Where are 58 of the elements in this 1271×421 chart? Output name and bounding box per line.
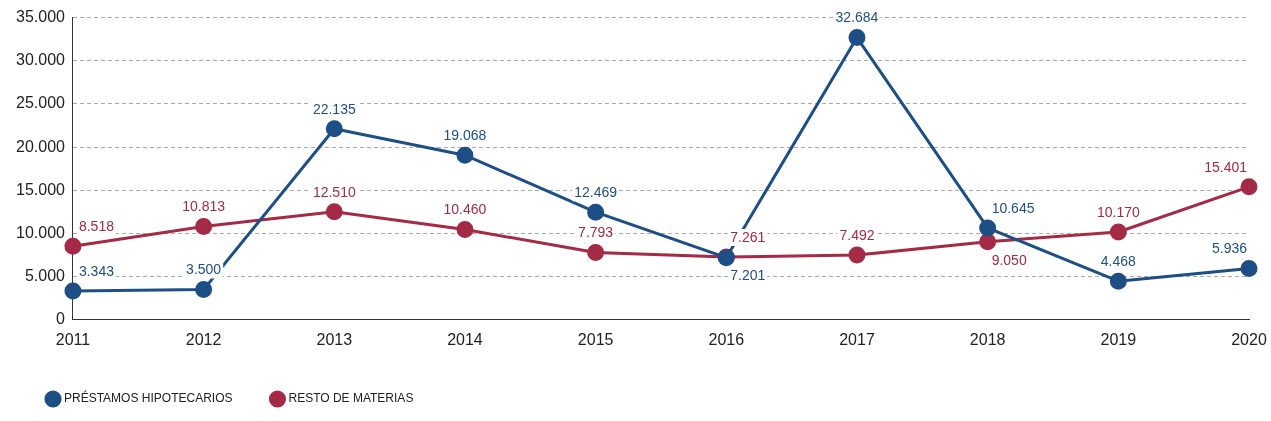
data-label: 3.500 — [186, 261, 222, 278]
data-label: 10.813 — [182, 198, 226, 215]
data-label: 32.684 — [835, 9, 879, 26]
y-tick-label: 15.000 — [16, 180, 66, 198]
data-label: 4.468 — [1100, 253, 1137, 270]
x-tick-label: 2015 — [577, 330, 614, 348]
x-tick-label: 2019 — [1100, 330, 1137, 348]
point — [848, 29, 866, 47]
data-label: 8.518 — [78, 218, 115, 235]
x-tick-label: 2020 — [1231, 330, 1267, 348]
point — [1240, 178, 1258, 196]
data-label: 7.261 — [730, 228, 766, 245]
point — [587, 244, 605, 262]
x-tick-label: 2012 — [185, 330, 222, 348]
y-tick-label: 10.000 — [16, 223, 66, 241]
data-label: 22.135 — [312, 100, 356, 117]
point — [979, 219, 997, 237]
point — [979, 233, 997, 251]
x-tick-label: 2018 — [969, 330, 1006, 348]
data-label: 10.170 — [1096, 203, 1140, 220]
y-tick-label: 0 — [56, 310, 66, 328]
data-label: 10.645 — [991, 199, 1035, 216]
y-tick-label: 25.000 — [16, 94, 66, 112]
point — [195, 217, 213, 235]
legend-label: PRÉSTAMOS HIPOTECARIOS — [64, 390, 233, 406]
point — [456, 146, 474, 164]
data-label: 15.401 — [1204, 158, 1248, 175]
data-label: 12.469 — [574, 184, 618, 200]
x-tick-label: 2017 — [839, 330, 875, 348]
point — [1109, 272, 1127, 290]
point — [64, 237, 82, 255]
x-tick-label: 2011 — [55, 330, 91, 348]
data-label: 10.460 — [443, 201, 487, 218]
y-tick-label: 20.000 — [16, 137, 66, 155]
x-tick-label: 2016 — [708, 330, 745, 348]
x-tick-label: 2014 — [447, 330, 483, 348]
point — [325, 203, 343, 221]
point — [325, 120, 343, 138]
y-tick-label: 30.000 — [16, 51, 66, 69]
data-label: 9.050 — [991, 251, 1027, 268]
data-label: 19.068 — [443, 127, 487, 144]
point — [1240, 260, 1258, 278]
data-label: 12.510 — [312, 183, 356, 200]
data-label: 7.492 — [839, 226, 875, 243]
point — [64, 282, 82, 300]
point — [1109, 223, 1127, 241]
x-tick-label: 2013 — [316, 330, 353, 348]
data-label: 3.343 — [78, 262, 115, 279]
point — [456, 220, 474, 238]
y-tick-label: 35.000 — [16, 8, 66, 26]
data-label: 7.793 — [578, 224, 614, 241]
y-tick-label: 5.000 — [24, 267, 66, 285]
data-label: 5.936 — [1211, 240, 1248, 257]
point — [587, 203, 605, 221]
legend-label: RESTO DE MATERIAS — [288, 391, 414, 406]
point — [848, 246, 866, 264]
data-label: 7.201 — [730, 267, 766, 284]
point — [195, 281, 213, 299]
